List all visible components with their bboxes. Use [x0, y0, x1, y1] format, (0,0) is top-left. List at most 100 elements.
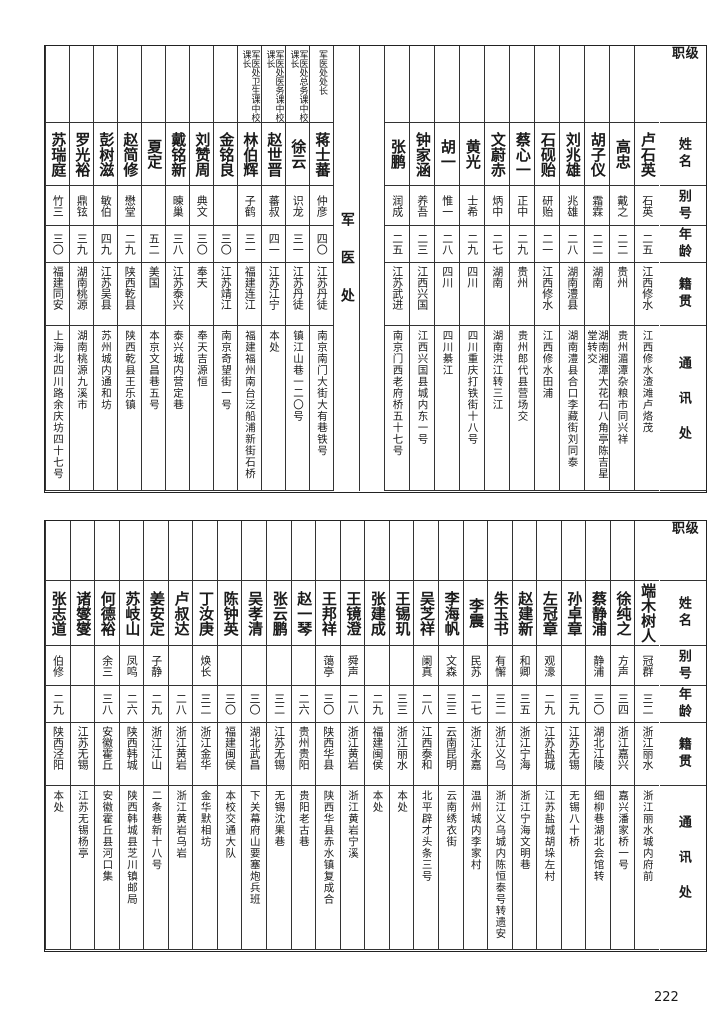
cell-rank	[93, 46, 117, 123]
cell-native: 浙江丽水	[634, 723, 659, 786]
cell-name: 张云鹏	[266, 581, 291, 646]
cell-name: 李震	[462, 581, 488, 646]
cell-age: 二六	[118, 686, 144, 723]
cell-address: 浙江义乌城内陈恒泰号转遗安	[487, 786, 512, 950]
cell-address: 本处	[261, 326, 285, 491]
cell-native: 湖南	[484, 263, 509, 326]
cell-address: 陕西华县赤水镇复成合	[315, 786, 340, 950]
cell-address: 湖南澧县合口李藏街刘同泰	[559, 326, 584, 491]
cell-rank	[315, 521, 340, 581]
cell-rank	[487, 521, 512, 581]
cell-alias: 正中	[509, 186, 534, 226]
cell-age: 三二	[266, 686, 291, 723]
cell-alias: 民苏	[462, 646, 488, 686]
blank-column	[359, 46, 384, 491]
cell-address: 无锡沈果巷	[266, 786, 291, 950]
cell-alias: 戴之	[609, 186, 634, 226]
header-name: 姓名	[660, 581, 706, 646]
cell-address: 江西兴国县城内东一号	[409, 326, 434, 491]
cell-native: 浙江黄岩	[167, 723, 193, 786]
cell-rank	[584, 46, 609, 123]
cell-rank	[511, 521, 537, 581]
cell-native: 江苏江宁	[261, 263, 285, 326]
cell-rank	[409, 46, 434, 123]
cell-rank	[117, 46, 141, 123]
cell-rank	[69, 46, 93, 123]
cell-age: 三三	[437, 686, 463, 723]
cell-alias	[141, 186, 165, 226]
cell-native: 湖南澧县	[559, 263, 584, 326]
cell-native: 福建同安	[45, 263, 69, 326]
cell-alias: 静浦	[585, 646, 610, 686]
cell-age: 四一	[261, 226, 285, 263]
cell-native: 湖北武昌	[241, 723, 267, 786]
cell-age: 二五	[634, 226, 659, 263]
cell-age: 二九	[509, 226, 534, 263]
header-age: 年龄	[660, 226, 706, 263]
cell-address: 下关幕府山要塞炮兵班	[241, 786, 267, 950]
cell-name: 罗光裕	[69, 123, 93, 186]
cell-alias	[216, 646, 242, 686]
cell-name: 张鹏	[384, 123, 409, 186]
cell-rank: 军医处处长	[309, 46, 333, 123]
cell-alias: 观濠	[536, 646, 561, 686]
cell-rank	[118, 521, 144, 581]
cell-alias: 子静	[143, 646, 168, 686]
cell-address: 金华默相坊	[192, 786, 217, 950]
cell-age: 二八	[413, 686, 438, 723]
cell-age: 三二	[487, 686, 512, 723]
cell-rank	[585, 521, 610, 581]
cell-native: 江苏靖江	[213, 263, 237, 326]
cell-address: 细柳巷湖北会馆转	[585, 786, 610, 950]
cell-rank	[143, 521, 168, 581]
cell-age	[69, 686, 95, 723]
cell-address: 温州城内李家村	[462, 786, 488, 950]
cell-rank	[192, 521, 217, 581]
cell-alias: 文森	[437, 646, 463, 686]
cell-native: 贵州	[509, 263, 534, 326]
cell-native: 美国	[141, 263, 165, 326]
cell-alias: 冠群	[634, 646, 659, 686]
cell-rank	[484, 46, 509, 123]
cell-alias	[560, 646, 586, 686]
cell-native: 江西修水	[634, 263, 659, 326]
cell-address: 江苏盐城胡垛左村	[536, 786, 561, 950]
cell-age: 二八	[559, 226, 584, 263]
cell-age: 三一	[285, 226, 309, 263]
cell-native: 安徽霍丘	[94, 723, 119, 786]
cell-rank	[388, 521, 414, 581]
cell-age: 二五	[384, 226, 409, 263]
cell-native: 江西兴国	[409, 263, 434, 326]
cell-native: 陕西泾阳	[45, 723, 70, 786]
header-native: 籍贯	[660, 263, 706, 326]
cell-native: 江苏丹徒	[285, 263, 309, 326]
cell-alias: 有懈	[487, 646, 512, 686]
cell-rank: 军医处卫生课中校课长	[237, 46, 261, 123]
cell-alias: 典文	[189, 186, 213, 226]
cell-alias	[213, 186, 237, 226]
cell-age: 三〇	[189, 226, 213, 263]
cell-address: 奉天吉源恒	[189, 326, 213, 491]
header-alias: 别号	[660, 186, 706, 226]
cell-age: 三〇	[213, 226, 237, 263]
cell-age: 二六	[290, 686, 316, 723]
cell-rank	[384, 46, 409, 123]
cell-name: 卢叔达	[167, 581, 193, 646]
cell-address: 江苏无锡杨亭	[69, 786, 95, 950]
cell-address: 上海北四川路余庆坊四十七号	[45, 326, 69, 491]
cell-address: 二条巷新十八号	[143, 786, 168, 950]
cell-address: 本校交通大队	[216, 786, 242, 950]
cell-alias	[241, 646, 267, 686]
cell-native: 浙江江山	[143, 723, 168, 786]
cell-native: 四川	[434, 263, 459, 326]
cell-alias: 焕长	[192, 646, 217, 686]
cell-age: 三〇	[216, 686, 242, 723]
cell-alias: 敏伯	[93, 186, 117, 226]
cell-alias: 懋堂	[117, 186, 141, 226]
cell-age: 二七	[462, 686, 488, 723]
cell-rank: 军医处医务课中校课长	[261, 46, 285, 123]
cell-alias	[167, 646, 193, 686]
cell-alias: 霜霖	[584, 186, 609, 226]
cell-native: 江苏泰兴	[165, 263, 189, 326]
cell-native: 福建连江	[237, 263, 261, 326]
